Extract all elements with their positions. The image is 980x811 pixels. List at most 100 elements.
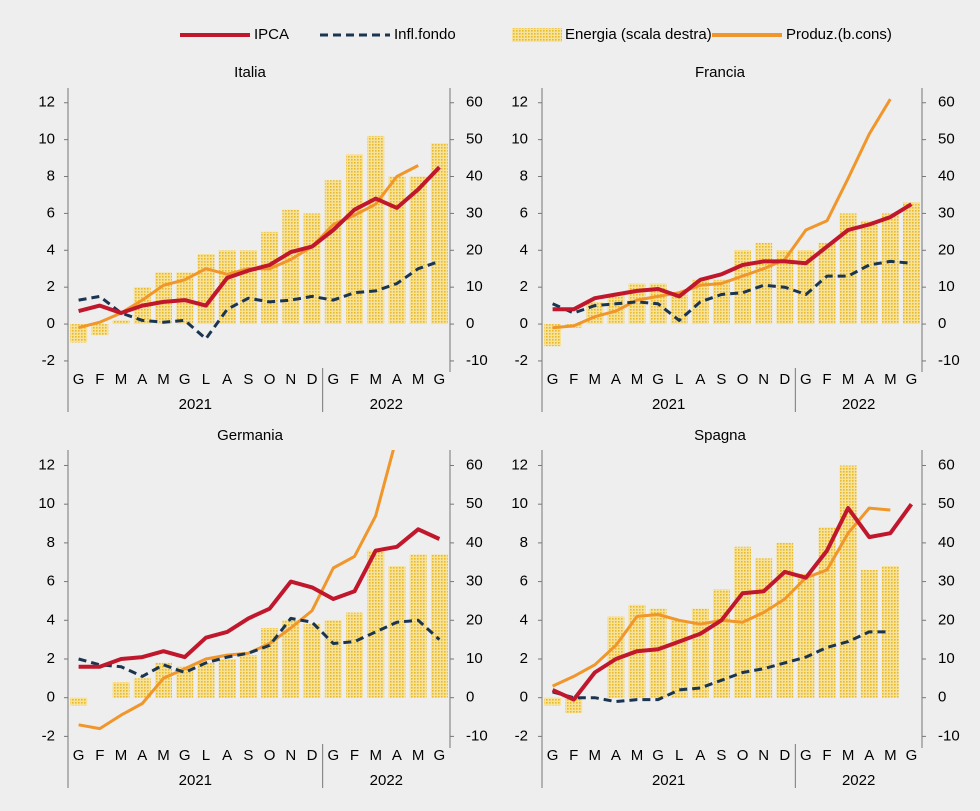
x-tick-label: A <box>864 371 874 388</box>
y-tick-label: 0 <box>520 689 528 706</box>
x-tick-label: N <box>285 371 296 388</box>
y2-tick-label: 60 <box>466 456 483 473</box>
y2-tick-label: 50 <box>938 131 955 148</box>
bar <box>70 697 88 706</box>
y2-tick-label: 40 <box>466 167 483 184</box>
bar <box>197 253 215 325</box>
x-tick-label: G <box>652 371 664 388</box>
x-tick-label: A <box>137 371 147 388</box>
y2-tick-label: -10 <box>466 727 488 744</box>
x-tick-label: M <box>631 747 644 764</box>
bar <box>818 242 836 325</box>
bar <box>409 176 427 325</box>
x-tick-label: F <box>350 747 359 764</box>
x-tick-label: S <box>243 747 253 764</box>
y2-tick-label: 30 <box>466 573 483 590</box>
y-tick-label: 8 <box>520 534 528 551</box>
x-tick-label: G <box>800 747 812 764</box>
x-tick-label: L <box>675 371 683 388</box>
y-tick-label: 10 <box>511 131 528 148</box>
y2-tick-label: 0 <box>938 315 946 332</box>
x-tick-label: D <box>307 747 318 764</box>
bar <box>218 658 236 698</box>
series-line <box>552 202 913 312</box>
panel-title: Italia <box>234 64 266 81</box>
y2-tick-label: 40 <box>938 534 955 551</box>
x-tick-label: D <box>779 747 790 764</box>
x-tick-label: L <box>675 747 683 764</box>
y-tick-label: 12 <box>38 456 55 473</box>
bar <box>324 180 342 325</box>
y2-tick-label: 20 <box>938 241 955 258</box>
x-tick-label: F <box>95 747 104 764</box>
x-tick-label: G <box>179 747 191 764</box>
series-line <box>551 503 914 702</box>
x-tick-label: A <box>611 747 621 764</box>
y-tick-label: -2 <box>42 727 55 744</box>
x-tick-label: G <box>73 371 85 388</box>
legend-label: IPCA <box>254 26 289 43</box>
y-tick-label: 0 <box>520 315 528 332</box>
x-tick-label: D <box>307 371 318 388</box>
x-tick-label: M <box>157 371 170 388</box>
y2-tick-label: 40 <box>938 167 955 184</box>
x-tick-label: O <box>264 371 276 388</box>
x-tick-label: M <box>842 747 855 764</box>
y2-tick-label: 10 <box>466 650 483 667</box>
x-tick-label: F <box>95 371 104 388</box>
y2-tick-label: 60 <box>938 94 955 111</box>
bar <box>388 176 406 325</box>
bar <box>303 624 321 698</box>
bar <box>903 202 920 325</box>
x-tick-label: M <box>115 747 128 764</box>
bar <box>797 250 815 325</box>
x-tick-label: G <box>652 747 664 764</box>
bar <box>755 242 773 325</box>
y-tick-label: 6 <box>520 573 528 590</box>
y-tick-label: 8 <box>520 167 528 184</box>
bar <box>176 666 194 698</box>
y-tick-label: 2 <box>47 650 55 667</box>
x-tick-label: A <box>222 747 232 764</box>
y-tick-label: 8 <box>47 167 55 184</box>
x-tick-label: M <box>157 747 170 764</box>
x-tick-label: S <box>243 371 253 388</box>
x-tick-label: L <box>202 371 210 388</box>
y-tick-label: 0 <box>47 689 55 706</box>
y-tick-label: 10 <box>38 495 55 512</box>
x-tick-label: M <box>369 747 382 764</box>
y2-tick-label: 30 <box>466 204 483 221</box>
y2-tick-label: 60 <box>938 456 955 473</box>
x-tick-label: G <box>547 371 559 388</box>
panel-title: Francia <box>695 64 746 81</box>
group-label: 2021 <box>179 396 212 413</box>
y2-tick-label: -10 <box>938 727 960 744</box>
x-tick-label: F <box>822 371 831 388</box>
y2-tick-label: 20 <box>466 611 483 628</box>
legend-swatch <box>512 28 562 42</box>
y2-tick-label: 50 <box>466 495 483 512</box>
x-tick-label: M <box>589 747 602 764</box>
x-tick-label: N <box>285 747 296 764</box>
y-tick-label: 4 <box>520 611 528 628</box>
series-line <box>78 165 441 315</box>
y2-tick-label: 60 <box>466 94 483 111</box>
bar <box>670 620 688 698</box>
bar <box>367 550 385 698</box>
group-label: 2022 <box>842 396 875 413</box>
x-tick-label: M <box>412 747 425 764</box>
bar <box>282 209 300 325</box>
bar <box>346 612 363 698</box>
series-line <box>78 527 441 669</box>
bar <box>797 573 815 698</box>
bar <box>839 465 857 698</box>
x-tick-label: M <box>631 371 644 388</box>
x-tick-label: G <box>906 371 918 388</box>
y2-tick-label: 0 <box>466 315 474 332</box>
bar <box>755 558 773 698</box>
bar <box>112 682 130 698</box>
y-tick-label: 10 <box>511 495 528 512</box>
